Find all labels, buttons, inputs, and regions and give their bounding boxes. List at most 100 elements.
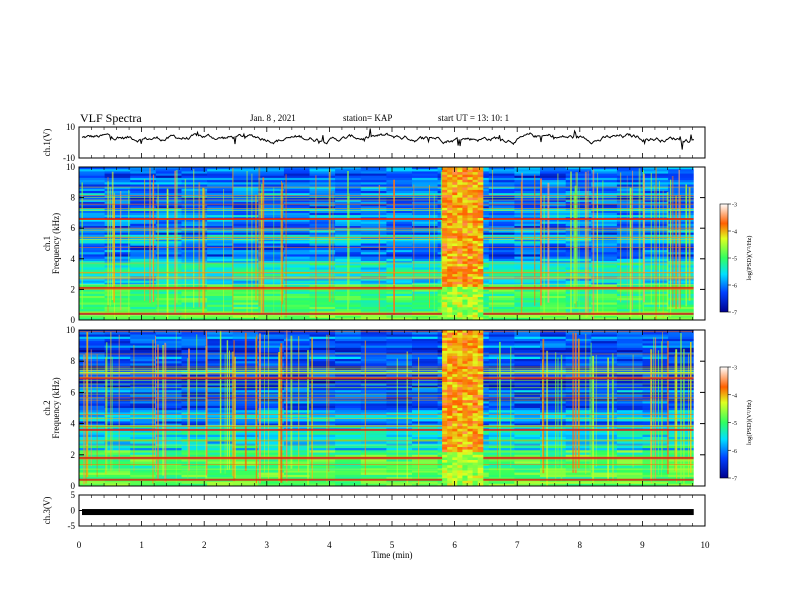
burst-cell bbox=[462, 195, 468, 199]
spectrogram-cell bbox=[565, 474, 592, 478]
spectrogram-cell bbox=[335, 343, 362, 347]
burst-cell bbox=[477, 215, 484, 219]
spectrogram-cell bbox=[642, 188, 669, 192]
spectrogram-cell bbox=[412, 296, 439, 299]
spectrogram-cell bbox=[79, 387, 106, 391]
burst-cell bbox=[452, 174, 458, 178]
burst-cell bbox=[477, 182, 484, 186]
spectrogram-cell bbox=[232, 293, 259, 297]
spectrogram-cell bbox=[283, 317, 311, 321]
spectrogram-cell bbox=[232, 483, 259, 487]
burst-cell bbox=[467, 212, 474, 216]
spectrogram-cell bbox=[386, 405, 413, 409]
spectrogram-cell bbox=[283, 289, 311, 292]
spectrogram-cell bbox=[540, 309, 567, 312]
spectrogram-cell bbox=[360, 434, 387, 438]
burst-cell bbox=[462, 212, 468, 216]
burst-cell bbox=[467, 266, 474, 270]
spectrogram-cell bbox=[79, 265, 106, 268]
burst-cell bbox=[472, 434, 479, 437]
burst-cell bbox=[477, 358, 484, 362]
burst-cell bbox=[442, 235, 448, 239]
burst-cell bbox=[477, 266, 484, 270]
spectrogram-cell bbox=[488, 408, 515, 411]
spectrogram-cell bbox=[540, 461, 567, 465]
colorbar-tick-label: -5 bbox=[732, 421, 737, 427]
burst-cell bbox=[477, 428, 484, 432]
spectrogram-cell bbox=[540, 180, 567, 183]
burst-cell bbox=[477, 384, 484, 388]
spectrogram-cell bbox=[540, 298, 567, 301]
spectrogram-cell bbox=[181, 226, 208, 229]
spectrogram-cell bbox=[488, 230, 515, 233]
spectrogram-cell bbox=[412, 336, 439, 340]
burst-cell bbox=[457, 299, 463, 303]
spectrogram-cell bbox=[514, 210, 541, 214]
spectrogram-cell bbox=[591, 291, 618, 295]
spectrogram-cell bbox=[642, 304, 669, 308]
spectrogram-cell bbox=[130, 381, 157, 384]
spectrogram-cell bbox=[79, 403, 106, 407]
spectrogram-cell bbox=[514, 423, 541, 427]
spectrogram-cell bbox=[130, 243, 157, 247]
spectrogram-cell bbox=[79, 304, 106, 308]
spectrogram-cell bbox=[668, 171, 695, 174]
spectrogram-cell bbox=[232, 285, 259, 288]
spectrogram-cell bbox=[207, 285, 234, 288]
spectrogram-cell bbox=[258, 445, 285, 449]
spectrogram-cell bbox=[540, 459, 567, 462]
spectrogram-cell bbox=[514, 191, 541, 194]
spectrogram-cell bbox=[540, 188, 567, 192]
spectrogram-cell bbox=[232, 219, 259, 223]
spectrogram-cell bbox=[540, 401, 567, 404]
spectrogram-cell bbox=[155, 414, 182, 418]
spectrogram-cell bbox=[386, 336, 413, 340]
spectrogram-cell bbox=[130, 289, 157, 292]
spectrogram-cell bbox=[565, 334, 592, 338]
burst-cell bbox=[442, 449, 448, 453]
spectrogram-cell bbox=[181, 394, 208, 398]
spectrogram-cell bbox=[642, 309, 669, 312]
spectrogram-cell bbox=[591, 454, 618, 458]
burst-cell bbox=[477, 462, 484, 466]
spectrogram-cell bbox=[386, 477, 413, 480]
burst-cell bbox=[477, 243, 484, 247]
burst-cell bbox=[472, 452, 479, 456]
spectrogram-cell bbox=[79, 191, 106, 194]
spectrogram-cell bbox=[386, 199, 413, 203]
spectrogram-cell bbox=[232, 296, 259, 299]
spectrogram-cell bbox=[130, 341, 157, 344]
spectrogram-cell bbox=[232, 265, 259, 268]
burst-cell bbox=[442, 274, 448, 278]
burst-cell bbox=[462, 480, 468, 484]
burst-cell bbox=[472, 200, 479, 204]
spectrogram-cell bbox=[155, 254, 182, 257]
burst-cell bbox=[462, 454, 468, 458]
burst-cell bbox=[457, 335, 463, 339]
spectrogram-cell bbox=[412, 167, 439, 170]
spectrogram-cell bbox=[591, 193, 618, 196]
spectrogram-cell bbox=[309, 256, 336, 260]
spectrogram-cell bbox=[181, 261, 208, 264]
burst-cell bbox=[472, 376, 479, 380]
spectrogram-cell bbox=[309, 167, 336, 170]
burst-cell bbox=[467, 297, 474, 300]
spectrogram-cell bbox=[155, 347, 182, 351]
burst-cell bbox=[457, 202, 463, 206]
spectrogram-cell bbox=[207, 250, 234, 253]
spectrogram-cell bbox=[283, 425, 311, 429]
burst-cell bbox=[447, 187, 453, 191]
spectrogram-cell bbox=[283, 184, 311, 188]
spectrogram-cell bbox=[79, 215, 106, 218]
spectrogram-cell bbox=[412, 343, 439, 347]
spectrogram-cell bbox=[514, 459, 541, 462]
spectrogram-cell bbox=[514, 350, 541, 353]
burst-cell bbox=[477, 423, 484, 427]
spectrogram-cell bbox=[386, 472, 413, 476]
burst-cell bbox=[467, 366, 474, 370]
spectrogram-cell bbox=[488, 432, 515, 436]
spectrogram-cell bbox=[386, 423, 413, 427]
spectrogram-cell bbox=[130, 354, 157, 358]
spectrogram-cell bbox=[79, 202, 106, 205]
y-tick-label: 0 bbox=[71, 315, 76, 325]
